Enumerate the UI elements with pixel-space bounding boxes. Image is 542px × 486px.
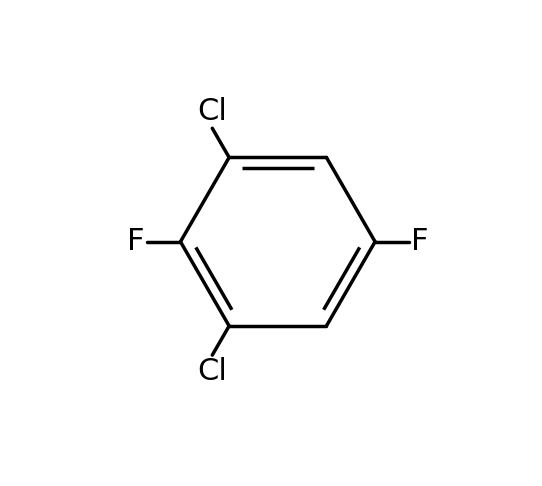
Text: F: F — [127, 227, 145, 256]
Text: Cl: Cl — [197, 97, 227, 126]
Text: Cl: Cl — [197, 357, 227, 386]
Text: F: F — [411, 227, 428, 256]
